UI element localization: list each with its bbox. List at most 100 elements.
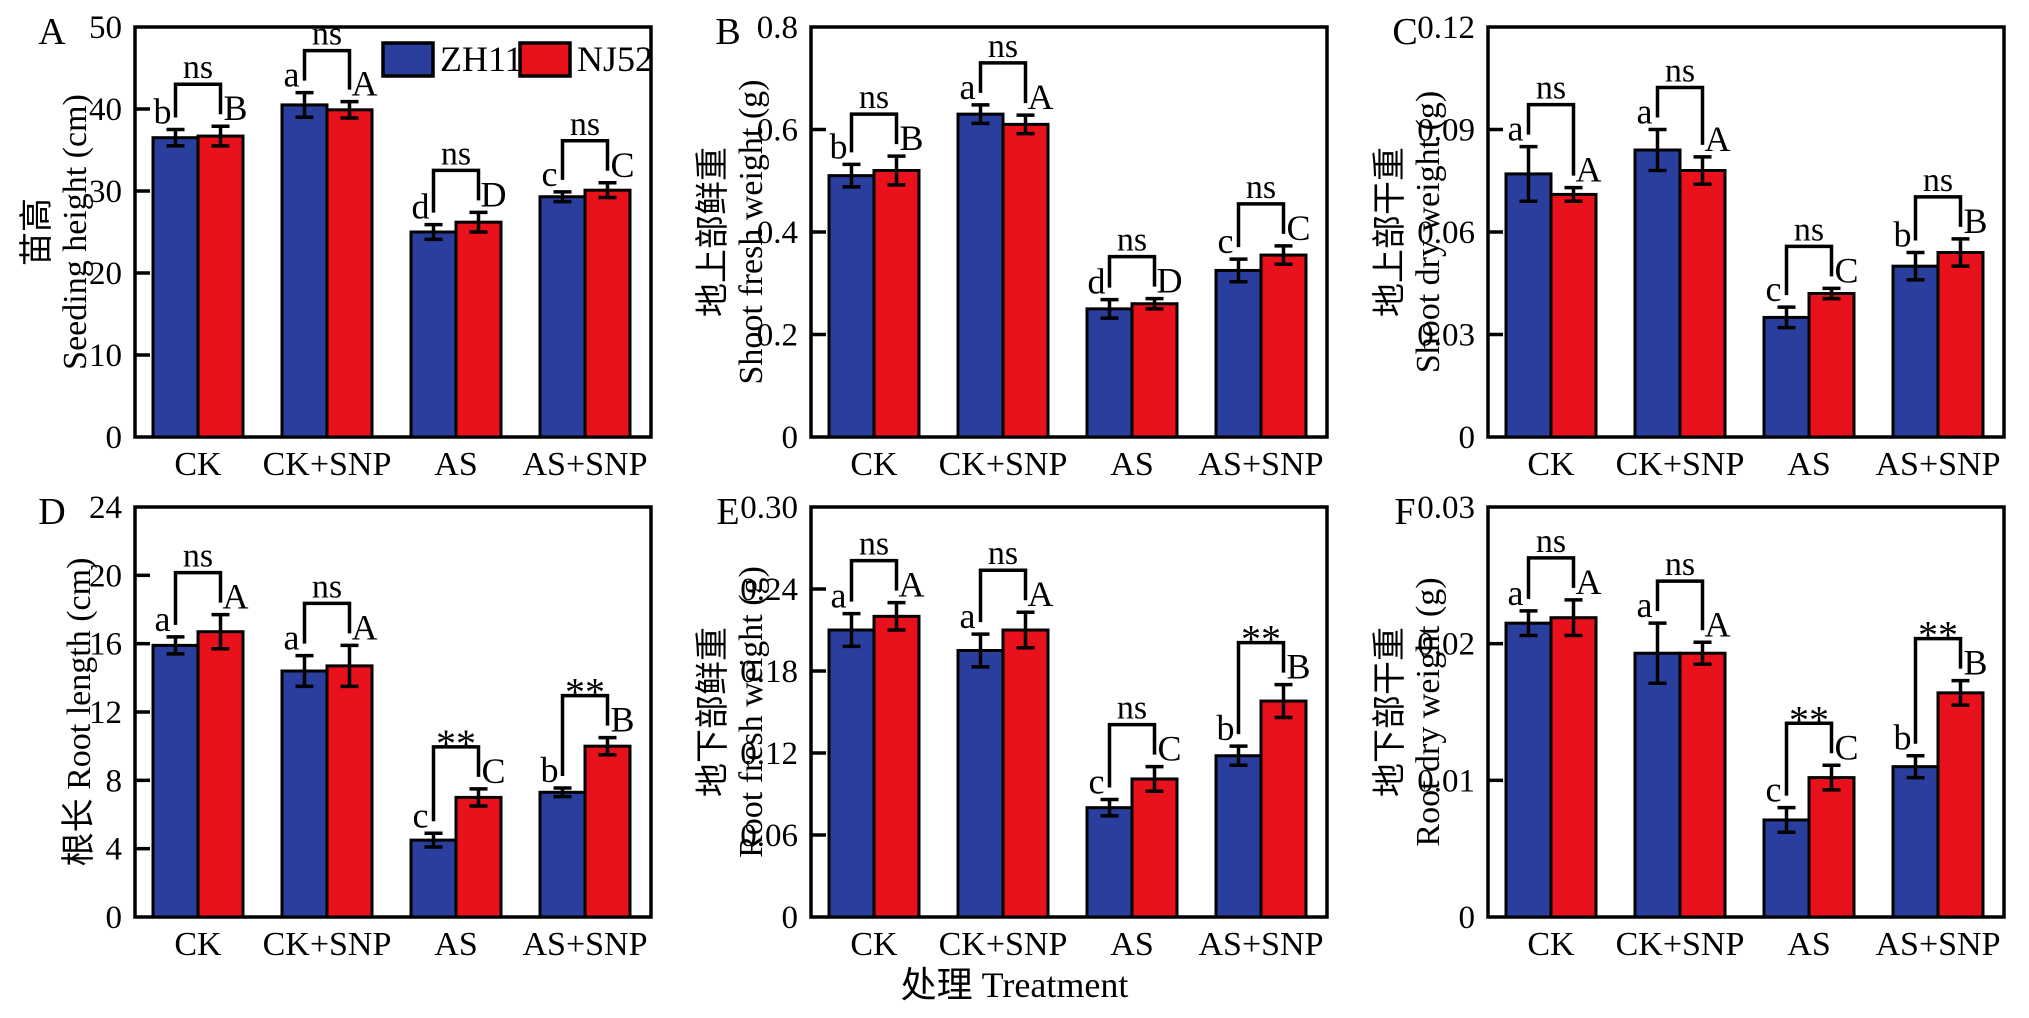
sig-label: ns — [183, 538, 213, 575]
sig-bracket — [978, 61, 1028, 104]
bar-nj52-as — [454, 220, 503, 439]
sig-bracket — [173, 82, 223, 118]
letter-label: A — [1028, 574, 1054, 614]
letter-label: B — [1286, 647, 1310, 687]
bar-nj52-as — [1130, 302, 1179, 439]
x-tick-label: AS+SNP — [522, 926, 647, 963]
x-tick-label: AS — [1110, 446, 1153, 480]
letter-label: D — [1157, 261, 1183, 301]
bar-nj52-ck — [872, 614, 921, 919]
y-tick-label: 12 — [89, 695, 122, 731]
sig-label: ns — [183, 49, 213, 86]
x-tick-label: AS — [434, 926, 477, 963]
sig-label: ns — [570, 106, 600, 143]
y-tick-label: 0.02 — [1417, 627, 1475, 663]
x-tick-label: AS — [1787, 446, 1830, 480]
x-tick-label: AS+SNP — [522, 446, 647, 480]
sig-bracket — [1107, 722, 1157, 788]
sig-label: ns — [312, 568, 342, 605]
y-tick-label: 0.18 — [740, 654, 798, 690]
panel-letter: D — [38, 491, 65, 533]
x-tick-label: AS — [1787, 926, 1830, 963]
panel-letter: C — [1392, 11, 1417, 53]
bar-nj52-as+snp — [1936, 691, 1985, 919]
bar-nj52-as — [1807, 776, 1856, 919]
letter-label: A — [1028, 77, 1054, 117]
y-tick-label: 0 — [1459, 900, 1476, 936]
x-tick-label: AS+SNP — [1198, 446, 1323, 480]
y-tick-label: 50 — [89, 10, 122, 46]
sig-bracket — [1236, 640, 1286, 735]
y-tick-label: 0 — [106, 900, 123, 936]
letter-label: C — [1834, 727, 1858, 767]
letter-label: a — [960, 596, 976, 636]
letter-label: b — [1894, 718, 1912, 758]
y-axis-title: 地下部鲜重Root fresh weight (g) — [694, 566, 770, 858]
letter-label: a — [1637, 585, 1653, 625]
bar-zh11-as — [1762, 818, 1811, 919]
sig-label: ns — [312, 16, 342, 53]
x-tick-label: CK — [850, 446, 898, 480]
letter-label: A — [899, 565, 925, 605]
letter-label: b — [154, 92, 172, 132]
x-tick-label: CK — [174, 926, 222, 963]
x-tick-label: AS — [434, 446, 477, 480]
letter-label: A — [1576, 562, 1602, 602]
bar-nj52-ck+snp — [1001, 122, 1050, 439]
panel-letter: E — [716, 491, 739, 533]
letter-label: A — [352, 607, 378, 647]
y-axis-title: 根长 Root length (cm) — [61, 558, 98, 867]
sig-label: ns — [441, 135, 471, 172]
letter-label: a — [1637, 92, 1653, 132]
sig-bracket — [1784, 721, 1834, 796]
y-tick-label: 0.01 — [1417, 763, 1475, 799]
panel-letter: B — [715, 11, 740, 53]
x-tick-label: AS — [1110, 926, 1153, 963]
bar-zh11-ck — [1504, 172, 1553, 439]
letter-label: a — [155, 599, 171, 639]
y-tick-label: 0.2 — [757, 318, 798, 354]
letter-label: c — [1766, 269, 1782, 309]
letter-label: c — [542, 154, 558, 194]
x-tick-label: AS+SNP — [1198, 926, 1323, 963]
sig-bracket — [1107, 254, 1157, 288]
x-tick-label: CK+SNP — [263, 926, 392, 963]
y-tick-label: 0 — [106, 420, 123, 456]
bar-nj52-ck+snp — [1678, 651, 1727, 919]
bar-zh11-as — [409, 838, 458, 919]
sig-label: ns — [1246, 169, 1276, 206]
panel-letter: F — [1394, 491, 1415, 533]
y-tick-label: 0.06 — [740, 818, 798, 854]
bar-nj52-ck — [872, 169, 921, 439]
letter-label: b — [830, 126, 848, 166]
y-tick-label: 40 — [89, 92, 122, 128]
x-tick-label: CK+SNP — [939, 446, 1068, 480]
letter-label: B — [1963, 201, 1987, 241]
bar-zh11-as+snp — [1891, 765, 1940, 919]
sig-bracket — [1913, 636, 1963, 744]
letter-label: b — [1894, 215, 1912, 255]
letter-label: A — [223, 577, 249, 617]
letter-label: a — [831, 576, 847, 616]
letter-label: A — [1576, 150, 1602, 190]
bar-zh11-as+snp — [1214, 754, 1263, 919]
letter-label: B — [610, 700, 634, 740]
bar-zh11-ck+snp — [1633, 651, 1682, 919]
bar-zh11-as+snp — [538, 195, 587, 439]
sig-label: ns — [1665, 546, 1695, 583]
y-tick-label: 8 — [106, 763, 123, 799]
bar-zh11-ck+snp — [956, 112, 1005, 439]
bar-zh11-as — [1085, 307, 1134, 439]
bar-zh11-ck — [827, 174, 876, 439]
sig-label: ns — [859, 526, 889, 563]
panel-c-chart: C 0 0.03 0.06 0.09 0.12 地上部干重Shoot dry weight … — [1371, 10, 2006, 480]
bar-nj52-ck — [196, 134, 245, 439]
sig-label: ns — [1665, 53, 1695, 90]
sig-label: ** — [1789, 697, 1829, 742]
sig-bracket — [849, 112, 899, 153]
x-tick-label: AS+SNP — [1875, 446, 2000, 480]
y-axis-title: 苗高Seeding height (cm) — [18, 94, 94, 370]
x-tick-label: CK — [1527, 926, 1575, 963]
legend-label-nj52: NJ52 — [577, 39, 653, 79]
